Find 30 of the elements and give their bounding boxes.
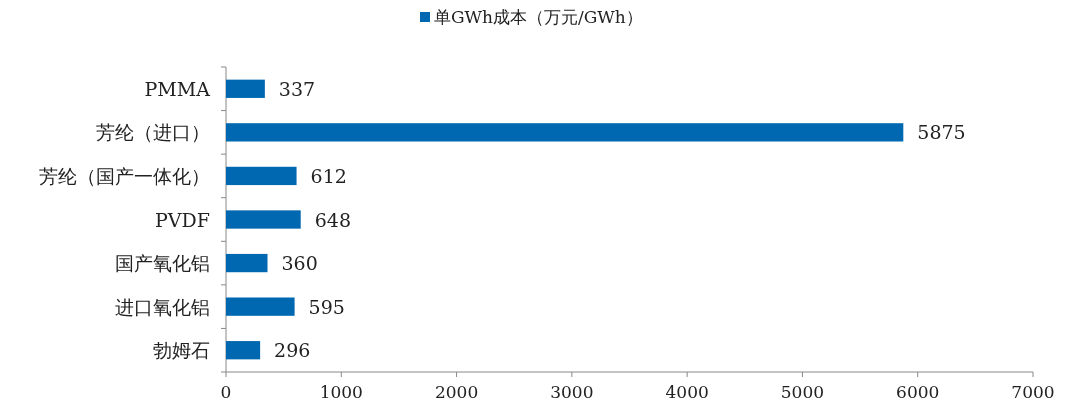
data-label: 595 [308, 295, 345, 318]
legend-label: 单GWh成本（万元/GWh） [434, 7, 643, 27]
y-tick-label: 勃姆石 [153, 339, 210, 362]
y-tick-label: 芳纶（进口） [96, 121, 210, 144]
bar [226, 297, 295, 316]
data-label: 5875 [917, 121, 966, 144]
data-label: 337 [278, 77, 316, 100]
y-tick-label: PMMA [144, 77, 211, 100]
y-tick-label: 进口氧化铝 [115, 295, 210, 318]
bar [226, 210, 301, 229]
x-tick-label: 6000 [896, 382, 940, 402]
bar [226, 253, 268, 273]
bar [226, 123, 904, 142]
y-tick-label: 国产氧化铝 [115, 252, 210, 275]
x-tick-label: 0 [220, 382, 232, 402]
x-tick-label: 2000 [434, 382, 479, 402]
bar [226, 166, 297, 186]
data-label: 360 [281, 252, 318, 275]
data-label: 296 [274, 339, 311, 362]
y-tick-label: PVDF [155, 208, 210, 231]
data-label: 612 [310, 164, 347, 187]
x-tick-label: 4000 [665, 382, 709, 402]
x-tick-label: 1000 [319, 382, 363, 402]
bar [226, 79, 265, 98]
y-tick-label: 芳纶（国产一体化） [39, 164, 210, 187]
bar [226, 341, 261, 360]
x-tick-label: 7000 [1011, 382, 1055, 402]
x-tick-label: 5000 [780, 382, 825, 402]
data-label: 648 [314, 208, 351, 231]
x-tick-label: 3000 [550, 382, 594, 402]
